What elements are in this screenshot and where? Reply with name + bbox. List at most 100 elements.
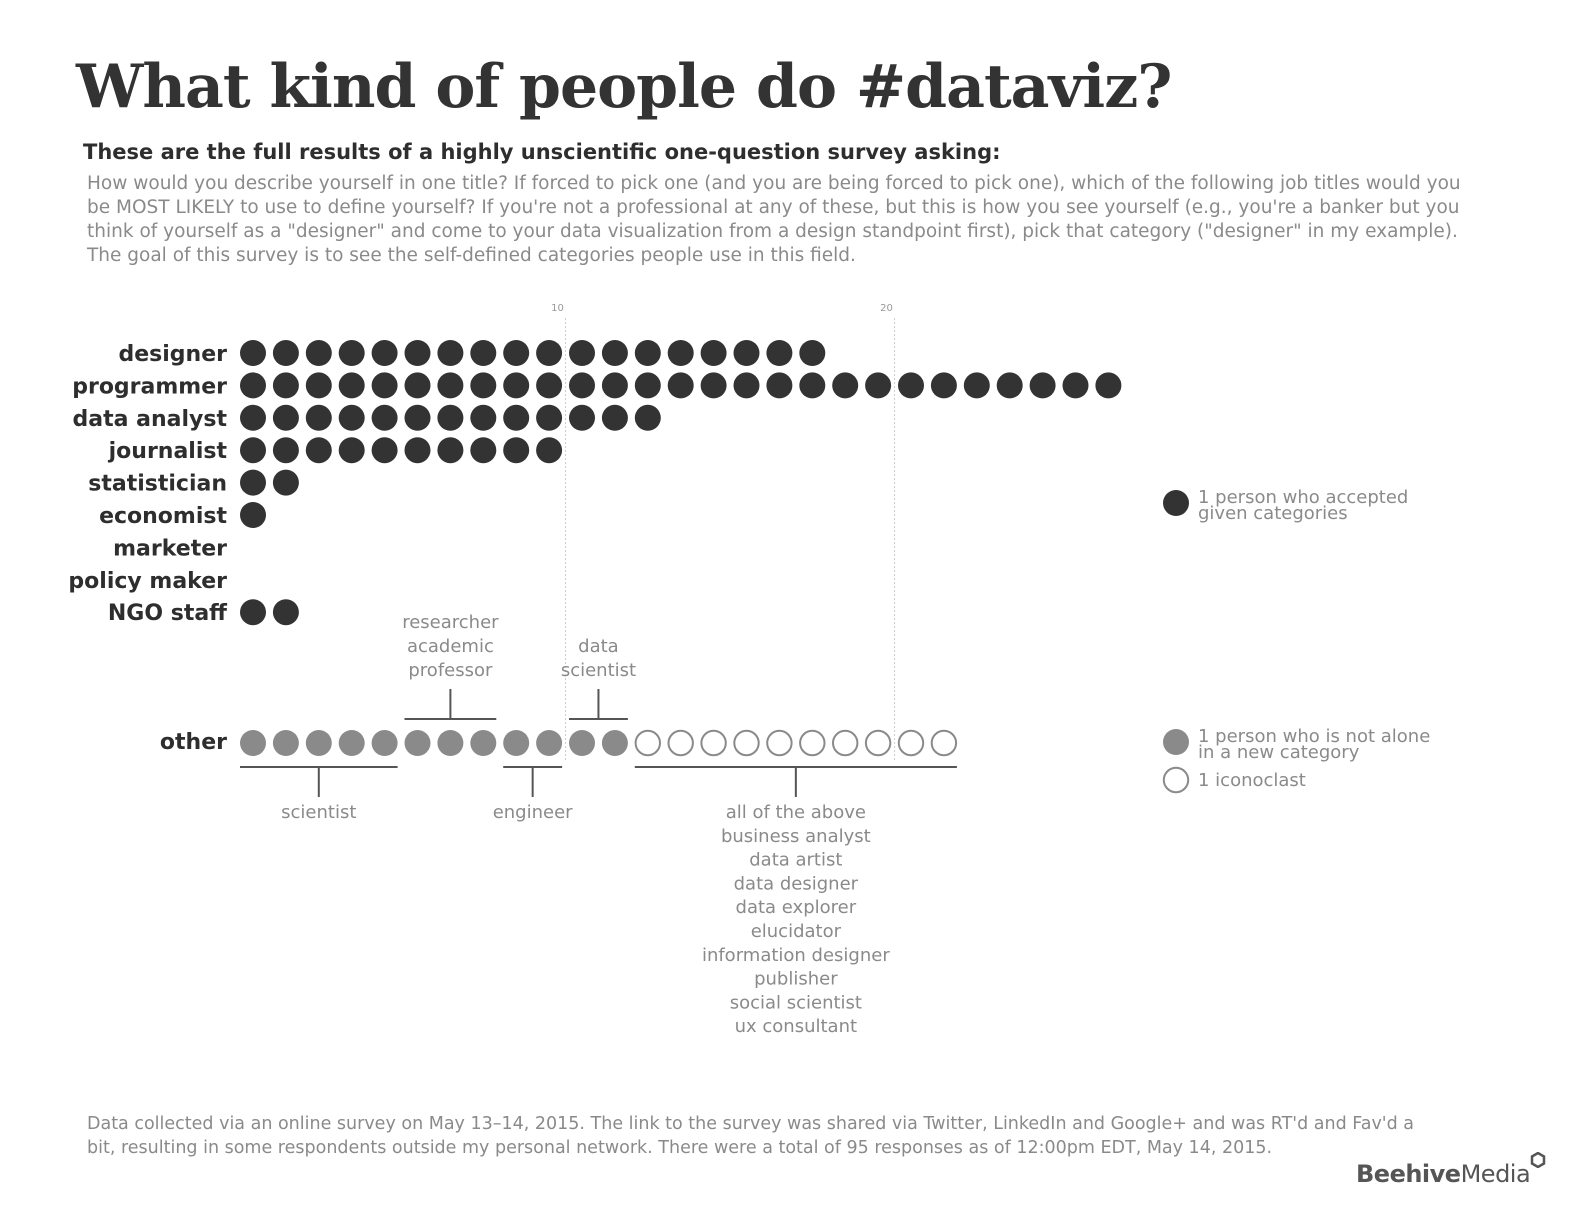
dot-accepted [536, 372, 563, 399]
dot-accepted [1029, 372, 1056, 399]
category-label: NGO staff [108, 601, 228, 626]
dot-not-alone [437, 730, 464, 756]
dot-accepted [536, 404, 563, 431]
group-label-below: publisher [754, 969, 838, 990]
category-label: marketer [113, 536, 227, 561]
dot-accepted [272, 372, 299, 399]
dot-accepted [272, 469, 299, 496]
dot-accepted [1062, 372, 1089, 399]
dot-accepted [338, 437, 365, 464]
dot-iconoclast [733, 729, 760, 757]
dot-accepted [272, 340, 299, 366]
tick-label-20: 20 [880, 303, 893, 314]
tick-label-10: 10 [551, 303, 564, 314]
dot-accepted [733, 340, 760, 366]
dot-not-alone [338, 730, 365, 756]
dot-accepted [240, 502, 266, 528]
dot-accepted [996, 372, 1023, 399]
dot-accepted [240, 437, 266, 464]
dot-accepted [404, 404, 431, 431]
legend-label: given categories [1198, 503, 1348, 524]
dot-accepted [305, 372, 332, 399]
dot-accepted [272, 437, 299, 464]
dot-accepted [963, 372, 990, 399]
dot-not-alone [503, 730, 530, 756]
dot-accepted [601, 372, 628, 399]
dot-accepted [766, 372, 793, 399]
dot-accepted [1095, 372, 1122, 399]
dot-accepted [305, 404, 332, 431]
dot-accepted [503, 340, 530, 366]
category-label: statistician [88, 472, 227, 497]
dot-accepted [338, 372, 365, 399]
dot-accepted [799, 372, 826, 399]
dot-accepted [272, 404, 299, 431]
dot-accepted [503, 404, 530, 431]
dot-accepted [305, 437, 332, 464]
group-label-above: academic [407, 636, 494, 657]
logo-bold-text: Beehive [1356, 1160, 1461, 1188]
dot-accepted [569, 340, 595, 366]
gridlines: 10 20 [551, 303, 896, 760]
legend-label: in a new category [1198, 742, 1360, 763]
dot-accepted [601, 340, 628, 366]
group-label-above: scientist [561, 660, 636, 681]
dot-accepted [470, 372, 497, 399]
dot-iconoclast [864, 729, 892, 757]
dot-iconoclast [766, 729, 793, 757]
dot-accepted [371, 372, 398, 399]
group-label-below: engineer [493, 802, 573, 823]
group-label-below: business analyst [721, 826, 871, 847]
category-label: economist [99, 504, 227, 529]
dot-accepted [470, 404, 497, 431]
dot-accepted [930, 372, 957, 399]
dot-not-alone [536, 730, 563, 756]
dot-accepted [601, 404, 628, 431]
dot-iconoclast [799, 729, 826, 757]
group-label-below: elucidator [751, 921, 842, 942]
dot-iconoclast [930, 729, 958, 757]
dot-not-alone [404, 730, 431, 756]
dot-not-alone [305, 730, 332, 756]
logo-regular-text: Media [1460, 1160, 1531, 1188]
dot-accepted [371, 404, 398, 431]
dot-not-alone [272, 730, 299, 756]
dot-accepted [700, 372, 727, 399]
dot-not-alone [240, 730, 266, 756]
dot-iconoclast [832, 729, 859, 757]
dot-accepted [865, 372, 892, 399]
dot-accepted [766, 340, 793, 366]
dot-accepted [634, 372, 661, 399]
dot-accepted [305, 340, 332, 366]
legend-label: 1 iconoclast [1198, 770, 1306, 791]
dot-accepted [470, 437, 497, 464]
dot-accepted [634, 404, 661, 431]
dot-accepted [569, 404, 595, 431]
dot-accepted [240, 340, 266, 366]
category-label: policy maker [68, 569, 227, 594]
group-label-above: data [578, 636, 619, 657]
legend-label: 1 person who accepted [1198, 487, 1408, 508]
dot-accepted [371, 437, 398, 464]
category-rows: designer programmer data analyst journalist… [68, 340, 1122, 626]
dot-accepted [437, 340, 464, 366]
group-label-below: data artist [749, 850, 842, 871]
dot-accepted [437, 437, 464, 464]
data-source-note: Data collected via an online survey on M… [87, 1114, 1415, 1158]
dot-accepted [536, 340, 563, 366]
dot-accepted [634, 340, 661, 366]
dot-accepted [733, 372, 760, 399]
dot-accepted [503, 372, 530, 399]
dot-accepted [404, 437, 431, 464]
dot-accepted [240, 599, 266, 626]
dot-iconoclast [634, 729, 661, 757]
dot-accepted [667, 340, 694, 366]
dot-accepted [240, 372, 266, 399]
dot-accepted [338, 340, 365, 366]
group-label-below: data designer [734, 873, 859, 894]
legend-dot-accepted [1163, 490, 1189, 516]
other-row: other scientist engineer all of the above bu… [160, 612, 958, 1037]
category-label: journalist [108, 439, 228, 464]
dot-accepted [240, 404, 266, 431]
